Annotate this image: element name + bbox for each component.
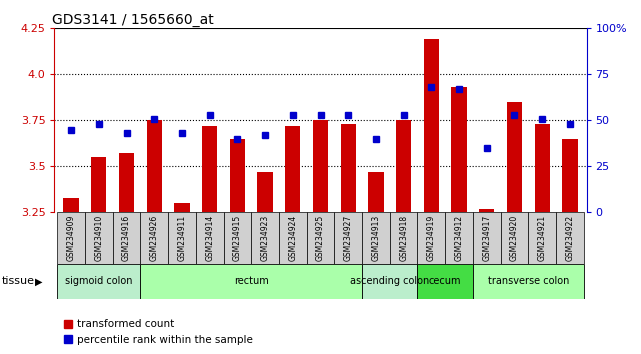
Bar bbox=[140, 212, 168, 264]
Bar bbox=[335, 212, 362, 264]
Text: sigmoid colon: sigmoid colon bbox=[65, 276, 133, 286]
Text: GSM234913: GSM234913 bbox=[371, 215, 380, 261]
Bar bbox=[91, 157, 106, 212]
Bar bbox=[424, 39, 439, 212]
Bar bbox=[279, 212, 306, 264]
Bar bbox=[501, 212, 528, 264]
Bar bbox=[119, 154, 134, 212]
Bar bbox=[251, 212, 279, 264]
Text: GSM234911: GSM234911 bbox=[178, 215, 187, 261]
Bar bbox=[528, 212, 556, 264]
Bar bbox=[535, 124, 550, 212]
Bar bbox=[362, 212, 390, 264]
Bar bbox=[63, 198, 79, 212]
Bar bbox=[285, 126, 301, 212]
Bar bbox=[369, 172, 383, 212]
Bar bbox=[507, 102, 522, 212]
Text: GSM234910: GSM234910 bbox=[94, 215, 103, 261]
Bar bbox=[451, 87, 467, 212]
Bar bbox=[473, 212, 501, 264]
Bar bbox=[417, 264, 473, 299]
Text: GSM234927: GSM234927 bbox=[344, 215, 353, 261]
Bar bbox=[396, 120, 412, 212]
Bar bbox=[258, 172, 272, 212]
Bar bbox=[57, 264, 140, 299]
Text: cecum: cecum bbox=[429, 276, 462, 286]
Text: GSM234914: GSM234914 bbox=[205, 215, 214, 261]
Bar bbox=[562, 139, 578, 212]
Bar bbox=[168, 212, 196, 264]
Text: GSM234912: GSM234912 bbox=[454, 215, 463, 261]
Bar bbox=[390, 212, 417, 264]
Bar bbox=[113, 212, 140, 264]
Text: transverse colon: transverse colon bbox=[488, 276, 569, 286]
Text: GDS3141 / 1565660_at: GDS3141 / 1565660_at bbox=[52, 13, 213, 27]
Bar bbox=[340, 124, 356, 212]
Bar bbox=[57, 212, 85, 264]
Text: tissue: tissue bbox=[1, 276, 34, 286]
Text: rectum: rectum bbox=[234, 276, 269, 286]
Bar bbox=[229, 139, 245, 212]
Bar bbox=[202, 126, 217, 212]
Text: GSM234915: GSM234915 bbox=[233, 215, 242, 261]
Legend: transformed count, percentile rank within the sample: transformed count, percentile rank withi… bbox=[60, 315, 258, 349]
Text: ascending colon: ascending colon bbox=[350, 276, 429, 286]
Bar bbox=[313, 120, 328, 212]
Text: GSM234922: GSM234922 bbox=[565, 215, 574, 261]
Text: GSM234919: GSM234919 bbox=[427, 215, 436, 261]
Bar bbox=[224, 212, 251, 264]
Bar bbox=[479, 209, 494, 212]
Text: GSM234923: GSM234923 bbox=[261, 215, 270, 261]
Text: GSM234916: GSM234916 bbox=[122, 215, 131, 261]
Bar bbox=[196, 212, 224, 264]
Text: GSM234926: GSM234926 bbox=[150, 215, 159, 261]
Bar bbox=[147, 120, 162, 212]
Text: GSM234920: GSM234920 bbox=[510, 215, 519, 261]
Bar bbox=[85, 212, 113, 264]
Bar bbox=[140, 264, 362, 299]
Bar bbox=[445, 212, 473, 264]
Text: GSM234925: GSM234925 bbox=[316, 215, 325, 261]
Bar bbox=[417, 212, 445, 264]
Text: GSM234917: GSM234917 bbox=[482, 215, 491, 261]
Bar bbox=[473, 264, 584, 299]
Bar bbox=[362, 264, 417, 299]
Bar bbox=[306, 212, 335, 264]
Bar bbox=[556, 212, 584, 264]
Text: GSM234921: GSM234921 bbox=[538, 215, 547, 261]
Bar bbox=[174, 203, 190, 212]
Text: ▶: ▶ bbox=[35, 276, 43, 286]
Text: GSM234918: GSM234918 bbox=[399, 215, 408, 261]
Text: GSM234909: GSM234909 bbox=[67, 215, 76, 261]
Text: GSM234924: GSM234924 bbox=[288, 215, 297, 261]
